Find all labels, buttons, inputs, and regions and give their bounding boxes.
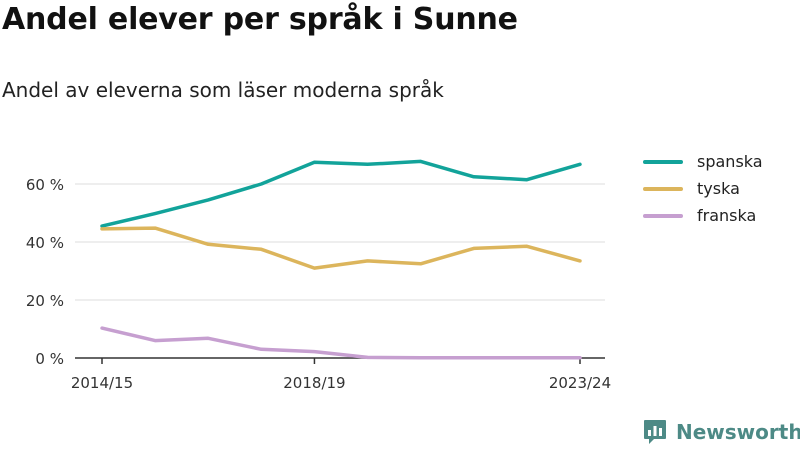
legend-label: tyska bbox=[697, 179, 740, 198]
chart-title: Andel elever per språk i Sunne bbox=[2, 2, 518, 37]
series-line-franska bbox=[100, 326, 582, 360]
x-tick-label: 2014/15 bbox=[71, 374, 133, 392]
legend-item-spanska: spanska bbox=[643, 148, 763, 175]
x-tick-label: 2023/24 bbox=[549, 374, 611, 392]
chart-subtitle: Andel av eleverna som läser moderna språ… bbox=[2, 78, 444, 102]
x-tick-label: 2018/19 bbox=[283, 374, 345, 392]
legend-label: franska bbox=[697, 206, 757, 225]
y-tick-label: 20 % bbox=[26, 292, 64, 310]
legend-item-tyska: tyska bbox=[643, 175, 763, 202]
y-tick-label: 40 % bbox=[26, 234, 64, 252]
y-tick-label: 60 % bbox=[26, 176, 64, 194]
series-line-tyska bbox=[100, 226, 582, 270]
legend-item-franska: franska bbox=[643, 202, 763, 229]
series-line-spanska bbox=[100, 159, 582, 228]
y-tick-label: 0 % bbox=[35, 350, 64, 368]
legend-swatch bbox=[643, 159, 683, 164]
legend-swatch bbox=[643, 213, 683, 218]
legend-swatch bbox=[643, 186, 683, 191]
legend-label: spanska bbox=[697, 152, 763, 171]
brand-logo: Newsworthy bbox=[643, 419, 800, 445]
newsworthy-logo-icon bbox=[644, 420, 666, 444]
brand-name: Newsworthy bbox=[676, 420, 800, 444]
chart-legend: spanska tyska franska bbox=[643, 148, 763, 229]
